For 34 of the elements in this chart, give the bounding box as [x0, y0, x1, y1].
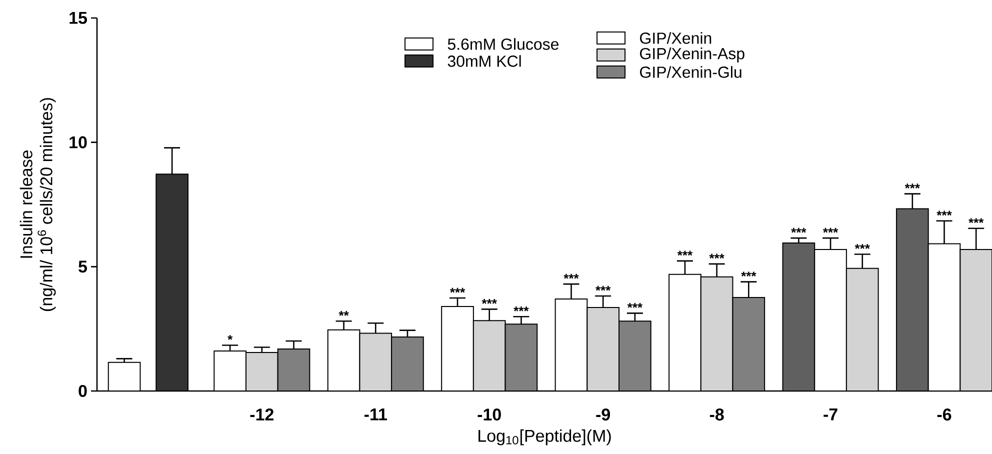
x-axis-title: Log$_{10}$[Peptide](M)	[478, 429, 611, 446]
y-tick-label: 10	[70, 136, 87, 148]
data-label: ***	[677, 250, 693, 256]
y-tick-label: 5	[78, 260, 88, 273]
x-tick-label: -8	[710, 408, 724, 421]
data-label: ***	[741, 272, 756, 277]
data-label: ***	[450, 288, 466, 293]
data-label: *	[228, 335, 233, 340]
data-label: ***	[791, 228, 806, 233]
data-label: ***	[564, 274, 579, 279]
x-tick-label: -10	[478, 408, 501, 421]
data-label: ***	[968, 218, 984, 224]
x-tick-label: -7	[824, 408, 838, 420]
data-label: ***	[482, 299, 497, 304]
legend-label: 5.6mM Glucose	[448, 38, 559, 50]
data-label: ***	[627, 303, 642, 308]
legend-label: 30mM KCl	[448, 55, 521, 67]
data-label: ***	[709, 254, 724, 259]
x-tick-label: -12	[250, 408, 274, 420]
y-tick-label: 15	[70, 12, 88, 24]
x-tick-label: -11	[364, 408, 387, 420]
y-tick-label: 0	[78, 384, 87, 398]
legend-label: GIP/Xenin	[640, 32, 712, 44]
data-label: **	[338, 310, 349, 316]
legend-label: GIP/Xenin-Asp	[640, 48, 744, 62]
legend-label: GIP/Xenin-Glu	[640, 66, 742, 78]
data-label: ***	[936, 210, 952, 216]
x-tick-label: -6	[937, 408, 952, 421]
data-label: ***	[822, 228, 838, 233]
data-label: ***	[514, 306, 529, 312]
x-tick-label: -9	[596, 408, 610, 421]
data-label: ***	[854, 244, 870, 249]
data-label: ***	[904, 184, 920, 188]
data-label: ***	[596, 286, 611, 291]
